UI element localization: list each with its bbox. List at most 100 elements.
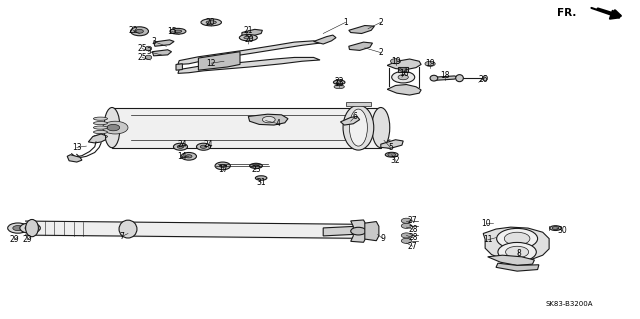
Text: 16: 16 [399,69,410,78]
Circle shape [220,164,226,167]
Ellipse shape [239,34,257,41]
Polygon shape [349,42,372,50]
Circle shape [401,238,412,243]
Polygon shape [434,76,458,80]
Text: 26: 26 [478,75,488,84]
Polygon shape [314,35,336,44]
Text: 24: 24 [177,140,188,149]
Text: 11: 11 [483,235,492,244]
Text: 24: 24 [203,140,213,149]
Text: SK83-B3200A: SK83-B3200A [546,301,593,307]
Circle shape [20,223,40,233]
Circle shape [8,223,28,233]
Ellipse shape [372,108,390,148]
Text: 27: 27 [408,242,418,251]
Polygon shape [351,220,366,242]
Ellipse shape [201,19,221,26]
Ellipse shape [93,135,108,138]
Text: 28: 28 [408,225,417,234]
Text: 25: 25 [137,44,147,53]
Circle shape [177,145,184,148]
Ellipse shape [333,80,345,85]
Polygon shape [488,255,534,265]
Text: 7: 7 [119,232,124,241]
Text: 5: 5 [388,143,393,152]
Text: 18: 18 [440,71,449,80]
Polygon shape [387,59,421,70]
Text: 32: 32 [390,156,401,165]
Circle shape [425,61,435,66]
Circle shape [262,116,275,123]
Text: 13: 13 [72,143,82,152]
Text: 19: 19 [390,57,401,66]
Polygon shape [67,155,82,162]
Circle shape [200,145,207,148]
Text: 21: 21 [244,26,253,35]
Polygon shape [178,57,320,73]
Circle shape [25,226,35,231]
Text: 15: 15 [166,27,177,36]
Ellipse shape [206,21,216,24]
Polygon shape [242,29,262,37]
Circle shape [504,232,530,245]
Text: 25: 25 [137,53,147,62]
Circle shape [390,59,401,64]
Polygon shape [112,108,381,148]
Circle shape [13,226,23,231]
Circle shape [552,226,559,230]
Polygon shape [178,41,320,64]
Circle shape [398,75,408,80]
Text: 4: 4 [276,119,281,128]
Ellipse shape [26,219,38,237]
Ellipse shape [550,226,561,230]
Text: 12: 12 [207,59,216,68]
Text: 9: 9 [380,234,385,243]
Text: 10: 10 [481,219,492,228]
Circle shape [401,233,412,238]
Circle shape [399,68,407,71]
Circle shape [392,71,415,83]
Text: 29: 29 [9,235,19,244]
Text: 8: 8 [516,249,521,258]
Ellipse shape [104,108,120,148]
Text: 20: 20 [205,18,215,27]
Ellipse shape [93,126,108,129]
Circle shape [506,246,529,258]
Circle shape [136,29,143,33]
Ellipse shape [244,36,253,39]
Text: 2: 2 [378,18,383,27]
Text: 17: 17 [218,165,228,174]
Polygon shape [176,64,182,70]
Text: 1: 1 [343,18,348,27]
Polygon shape [349,26,374,33]
Polygon shape [340,116,360,125]
Text: 31: 31 [256,178,266,187]
Circle shape [215,162,230,170]
Ellipse shape [119,220,137,238]
Polygon shape [154,40,174,46]
Polygon shape [483,227,549,261]
Circle shape [497,228,538,249]
Ellipse shape [385,152,398,157]
Polygon shape [198,52,240,70]
Polygon shape [88,134,106,143]
Ellipse shape [93,122,108,125]
Ellipse shape [255,176,267,180]
Text: 19: 19 [425,59,435,68]
Text: 27: 27 [408,216,418,225]
Circle shape [181,152,196,160]
Polygon shape [152,50,172,56]
Text: 28: 28 [408,233,417,242]
Circle shape [186,155,192,158]
Circle shape [401,218,412,223]
Circle shape [351,227,366,235]
Ellipse shape [93,117,108,120]
Polygon shape [365,222,379,241]
Text: 29: 29 [22,235,32,244]
Text: 3: 3 [146,47,151,56]
Ellipse shape [483,76,488,81]
Ellipse shape [145,46,152,51]
Circle shape [107,124,120,131]
Text: 22: 22 [335,77,344,86]
Ellipse shape [174,30,182,33]
